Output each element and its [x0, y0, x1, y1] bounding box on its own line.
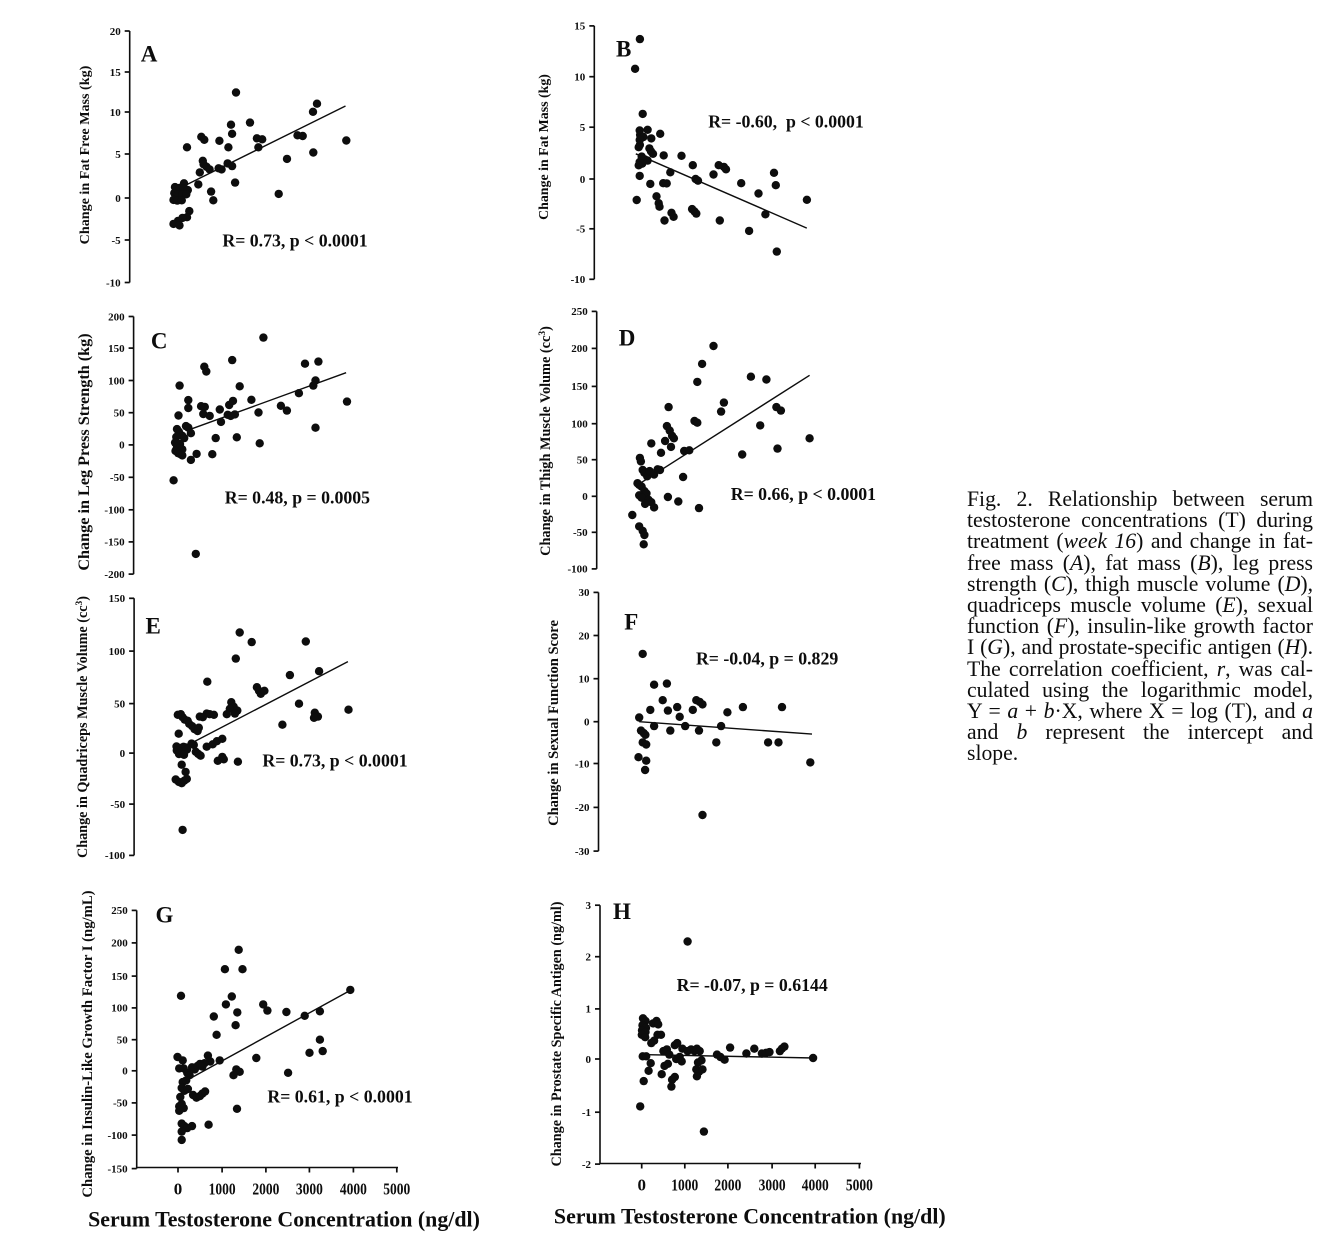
svg-text:Change in Fat Mass (kg): Change in Fat Mass (kg): [537, 74, 552, 220]
svg-text:B: B: [616, 36, 631, 61]
svg-text:-150: -150: [104, 537, 125, 549]
svg-text:50: 50: [114, 698, 126, 710]
svg-text:-20: -20: [575, 802, 590, 814]
svg-text:-10: -10: [106, 277, 121, 289]
svg-text:-5: -5: [576, 224, 586, 236]
svg-text:5000: 5000: [846, 1176, 873, 1195]
svg-text:-100: -100: [568, 564, 589, 576]
svg-text:100: 100: [111, 1003, 128, 1015]
svg-text:Change in Prostate Specific An: Change in Prostate Specific Antigen (ng/…: [549, 901, 565, 1166]
svg-text:0: 0: [580, 174, 586, 186]
svg-text:2000: 2000: [252, 1180, 279, 1199]
svg-text:4000: 4000: [340, 1180, 367, 1199]
svg-text:Change in Insulin-Like Growth: Change in Insulin-Like Growth Factor I (…: [80, 890, 96, 1197]
svg-text:Serum Testosterone Concentrati: Serum Testosterone Concentration (ng/dl): [554, 1203, 946, 1228]
svg-text:0: 0: [637, 1176, 646, 1195]
svg-text:-100: -100: [108, 1130, 129, 1142]
svg-text:Change in Quadriceps Muscle Vo: Change in Quadriceps Muscle Volume (cc3): [75, 596, 91, 858]
svg-text:10: 10: [579, 674, 591, 686]
svg-text:20: 20: [110, 26, 122, 38]
svg-text:-200: -200: [104, 569, 125, 581]
svg-text:150: 150: [571, 381, 588, 393]
svg-text:3000: 3000: [759, 1176, 786, 1195]
svg-text:-1: -1: [582, 1107, 591, 1119]
svg-text:R= 0.61, p < 0.0001: R= 0.61, p < 0.0001: [267, 1087, 412, 1107]
svg-text:0: 0: [120, 748, 126, 760]
svg-text:0: 0: [584, 717, 590, 729]
svg-text:-30: -30: [575, 846, 590, 858]
svg-text:2: 2: [586, 952, 592, 964]
svg-text:R= 0.73, p < 0.0001: R= 0.73, p < 0.0001: [262, 751, 407, 771]
svg-text:R= -0.04, p = 0.829: R= -0.04, p = 0.829: [696, 649, 838, 669]
svg-text:-10: -10: [571, 274, 586, 286]
svg-text:-5: -5: [112, 235, 122, 247]
svg-text:200: 200: [571, 343, 588, 355]
svg-text:2000: 2000: [714, 1176, 741, 1195]
svg-text:0: 0: [119, 440, 125, 452]
svg-text:5000: 5000: [383, 1180, 410, 1199]
svg-text:150: 150: [109, 593, 126, 605]
svg-text:-50: -50: [113, 1098, 128, 1110]
svg-text:100: 100: [108, 375, 125, 387]
svg-text:4000: 4000: [802, 1176, 829, 1195]
svg-text:R= 0.66, p < 0.0001: R= 0.66, p < 0.0001: [731, 484, 876, 504]
svg-text:R= -0.07, p = 0.6144: R= -0.07, p = 0.6144: [677, 975, 828, 995]
svg-text:5: 5: [580, 122, 586, 134]
svg-text:Serum Testosterone Concentrati: Serum Testosterone Concentration (ng/dl): [88, 1206, 480, 1231]
svg-text:-50: -50: [573, 527, 588, 539]
svg-text:3000: 3000: [296, 1180, 323, 1199]
svg-text:R= -0.60, p < 0.0001: R= -0.60, p < 0.0001: [708, 112, 864, 132]
svg-text:50: 50: [577, 455, 589, 467]
svg-text:-2: -2: [582, 1159, 592, 1171]
svg-text:10: 10: [574, 72, 586, 84]
svg-text:Change in Leg Press Strength (: Change in Leg Press Strength (kg): [75, 333, 93, 570]
svg-text:150: 150: [108, 343, 125, 355]
svg-text:50: 50: [114, 408, 126, 420]
svg-text:1000: 1000: [671, 1176, 698, 1195]
svg-text:150: 150: [111, 971, 128, 983]
svg-text:15: 15: [574, 21, 586, 33]
svg-text:1000: 1000: [209, 1180, 236, 1199]
svg-text:100: 100: [109, 646, 126, 658]
svg-text:Change in Sexual Function Scor: Change in Sexual Function Score: [546, 620, 562, 826]
svg-text:G: G: [155, 903, 173, 928]
svg-text:10: 10: [110, 107, 122, 119]
svg-text:100: 100: [571, 419, 588, 431]
svg-text:200: 200: [108, 311, 125, 323]
svg-text:F: F: [624, 609, 638, 634]
svg-text:-50: -50: [110, 472, 125, 484]
svg-text:0: 0: [586, 1054, 592, 1066]
svg-text:200: 200: [111, 938, 128, 950]
svg-text:1: 1: [586, 1004, 592, 1016]
svg-text:-150: -150: [108, 1163, 129, 1175]
svg-text:250: 250: [571, 306, 588, 318]
svg-text:Change in Thigh Muscle Volume: Change in Thigh Muscle Volume (cc3): [538, 326, 554, 556]
svg-text:-10: -10: [575, 758, 590, 770]
svg-text:E: E: [146, 614, 161, 639]
svg-text:250: 250: [111, 905, 128, 917]
svg-text:R= 0.73, p < 0.0001: R= 0.73, p < 0.0001: [222, 231, 367, 251]
svg-text:0: 0: [174, 1180, 183, 1199]
svg-text:D: D: [619, 325, 636, 350]
svg-text:0: 0: [115, 193, 121, 205]
svg-text:R= 0.48, p = 0.0005: R= 0.48, p = 0.0005: [225, 487, 370, 507]
svg-text:-50: -50: [110, 799, 125, 811]
svg-text:C: C: [151, 329, 168, 354]
svg-text:-100: -100: [105, 850, 126, 862]
svg-text:30: 30: [579, 587, 591, 599]
svg-text:15: 15: [110, 67, 122, 79]
svg-text:0: 0: [122, 1066, 128, 1078]
svg-text:A: A: [141, 42, 158, 67]
svg-text:Change in Fat Free Mass (kg): Change in Fat Free Mass (kg): [77, 65, 93, 244]
svg-text:50: 50: [117, 1035, 129, 1047]
svg-text:3: 3: [586, 900, 592, 912]
svg-text:H: H: [613, 899, 631, 924]
svg-text:-100: -100: [104, 505, 125, 517]
svg-text:5: 5: [115, 149, 121, 161]
svg-text:20: 20: [579, 630, 591, 642]
svg-text:0: 0: [582, 491, 588, 503]
